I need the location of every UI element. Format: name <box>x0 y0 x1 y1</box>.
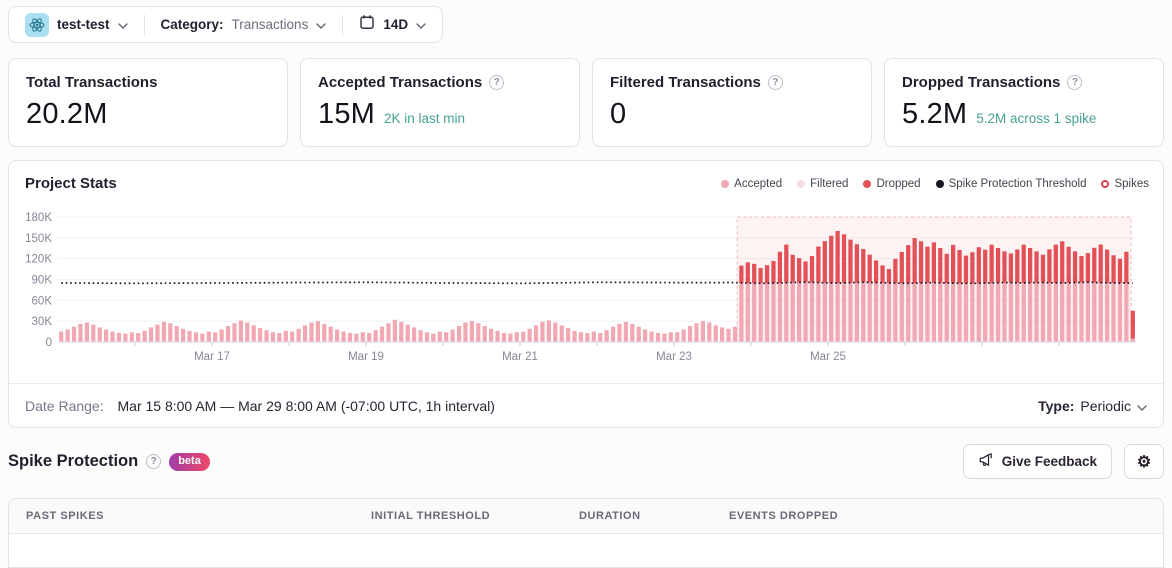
stat-card-subvalue: 5.2M across 1 spike <box>976 111 1097 126</box>
settings-button[interactable]: ⚙ <box>1124 444 1164 479</box>
legend-item-accepted[interactable]: Accepted <box>721 178 782 190</box>
divider <box>143 14 145 35</box>
legend-item-filtered[interactable]: Filtered <box>797 178 848 190</box>
spike-protection-header: Spike Protection ? beta Give Feedback ⚙ <box>8 443 1164 480</box>
calendar-icon <box>359 14 375 35</box>
date-range-text: Mar 15 8:00 AM — Mar 29 8:00 AM (-07:00 … <box>117 397 495 414</box>
stat-card-value: 15M <box>318 98 376 130</box>
stat-card-title: Total Transactions <box>26 74 158 91</box>
give-feedback-label: Give Feedback <box>1001 454 1097 469</box>
stat-card-title: Accepted Transactions <box>318 74 483 91</box>
category-label: Category: <box>160 17 224 32</box>
svg-text:Mar 25: Mar 25 <box>810 351 846 363</box>
stat-card-title: Filtered Transactions <box>610 74 761 91</box>
project-stats-panel: Project Stats Accepted Filtered Dropped Spi… <box>8 160 1164 428</box>
legend-item-spikes[interactable]: Spikes <box>1101 178 1149 190</box>
stat-cards-row: Total Transactions 20.2M Accepted Transa… <box>8 58 1164 147</box>
page-filter-bar: test-test Category: Transactions 14D <box>8 6 444 43</box>
help-icon[interactable]: ? <box>767 75 783 90</box>
column-header-past-spikes: PAST SPIKES <box>26 510 104 522</box>
legend-dot-icon <box>935 179 944 188</box>
spike-protection-title: Spike Protection <box>8 452 139 470</box>
svg-text:Mar 19: Mar 19 <box>348 351 384 363</box>
column-header-events-dropped: EVENTS DROPPED <box>729 510 839 522</box>
give-feedback-button[interactable]: Give Feedback <box>962 444 1112 479</box>
stat-card-total-transactions: Total Transactions 20.2M <box>8 58 288 147</box>
gear-icon: ⚙ <box>1136 453 1152 471</box>
svg-text:90K: 90K <box>32 275 53 287</box>
column-header-duration: DURATION <box>579 510 641 522</box>
svg-text:30K: 30K <box>32 316 53 328</box>
stat-card-title: Dropped Transactions <box>902 74 1061 91</box>
megaphone-icon <box>978 452 994 471</box>
project-selector[interactable]: test-test <box>19 12 134 37</box>
legend-label: Accepted <box>734 177 783 190</box>
stat-card-filtered-transactions: Filtered Transactions ? 0 <box>592 58 872 147</box>
legend-label: Filtered <box>810 177 849 190</box>
type-value: Periodic <box>1080 397 1131 414</box>
svg-text:Mar 21: Mar 21 <box>502 351 538 363</box>
legend-item-dropped[interactable]: Dropped <box>863 177 921 190</box>
project-stats-plot: 180K 150K 120K 90K 60K 30K 0 Mar 17 Mar 19 Mar 21… <box>25 212 1136 363</box>
svg-text:Mar 17: Mar 17 <box>194 351 230 363</box>
legend-label: Spikes <box>1114 177 1149 190</box>
column-header-initial-threshold: INITIAL THRESHOLD <box>371 510 491 522</box>
date-range-selector[interactable]: 14D <box>353 14 432 35</box>
legend-dot-icon <box>721 179 730 188</box>
stat-card-value: 20.2M <box>26 98 108 130</box>
legend-dot-icon <box>797 179 806 188</box>
svg-text:150K: 150K <box>25 233 52 245</box>
legend-label: Spike Protection Threshold <box>948 177 1087 190</box>
svg-text:60K: 60K <box>32 295 53 307</box>
legend-label: Dropped <box>876 177 921 190</box>
svg-text:Mar 23: Mar 23 <box>656 351 692 363</box>
beta-badge: beta <box>169 452 210 471</box>
project-name: test-test <box>57 17 110 32</box>
svg-text:180K: 180K <box>25 212 52 224</box>
stat-card-value: 5.2M <box>902 98 968 130</box>
svg-text:0: 0 <box>46 337 52 349</box>
spikes-ring-icon <box>1101 179 1110 188</box>
type-label: Type: <box>1038 397 1075 414</box>
chevron-down-icon <box>117 16 128 34</box>
svg-text:120K: 120K <box>25 254 52 266</box>
type-selector[interactable]: Type: Periodic <box>1038 398 1147 414</box>
past-spikes-table: PAST SPIKES INITIAL THRESHOLD DURATION E… <box>8 498 1164 568</box>
legend-dot-icon <box>863 179 872 188</box>
chevron-down-icon <box>416 16 426 34</box>
chevron-down-icon <box>1137 398 1147 414</box>
react-platform-icon <box>25 12 49 37</box>
chevron-down-icon <box>316 16 327 34</box>
category-value: Transactions <box>231 17 309 32</box>
date-range-value: 14D <box>383 17 409 32</box>
help-icon[interactable]: ? <box>146 454 162 469</box>
date-range-label: Date Range: <box>25 397 104 414</box>
chart-title: Project Stats <box>25 175 117 192</box>
stat-card-accepted-transactions: Accepted Transactions ? 15M 2K in last m… <box>300 58 580 147</box>
divider <box>342 14 344 35</box>
chart-legend: Accepted Filtered Dropped Spike Protection … <box>721 178 1149 190</box>
stat-card-value: 0 <box>610 98 627 130</box>
stat-card-dropped-transactions: Dropped Transactions ? 5.2M 5.2M across … <box>884 58 1164 147</box>
stat-card-subvalue: 2K in last min <box>384 111 466 126</box>
table-header-row: PAST SPIKES INITIAL THRESHOLD DURATION E… <box>9 499 1163 534</box>
legend-item-spike-protection-threshold[interactable]: Spike Protection Threshold <box>935 177 1087 190</box>
help-icon[interactable]: ? <box>1067 75 1083 90</box>
chart-footer: Date Range: Mar 15 8:00 AM — Mar 29 8:00… <box>9 383 1163 427</box>
category-selector[interactable]: Category: Transactions <box>155 16 333 34</box>
help-icon[interactable]: ? <box>489 75 505 90</box>
